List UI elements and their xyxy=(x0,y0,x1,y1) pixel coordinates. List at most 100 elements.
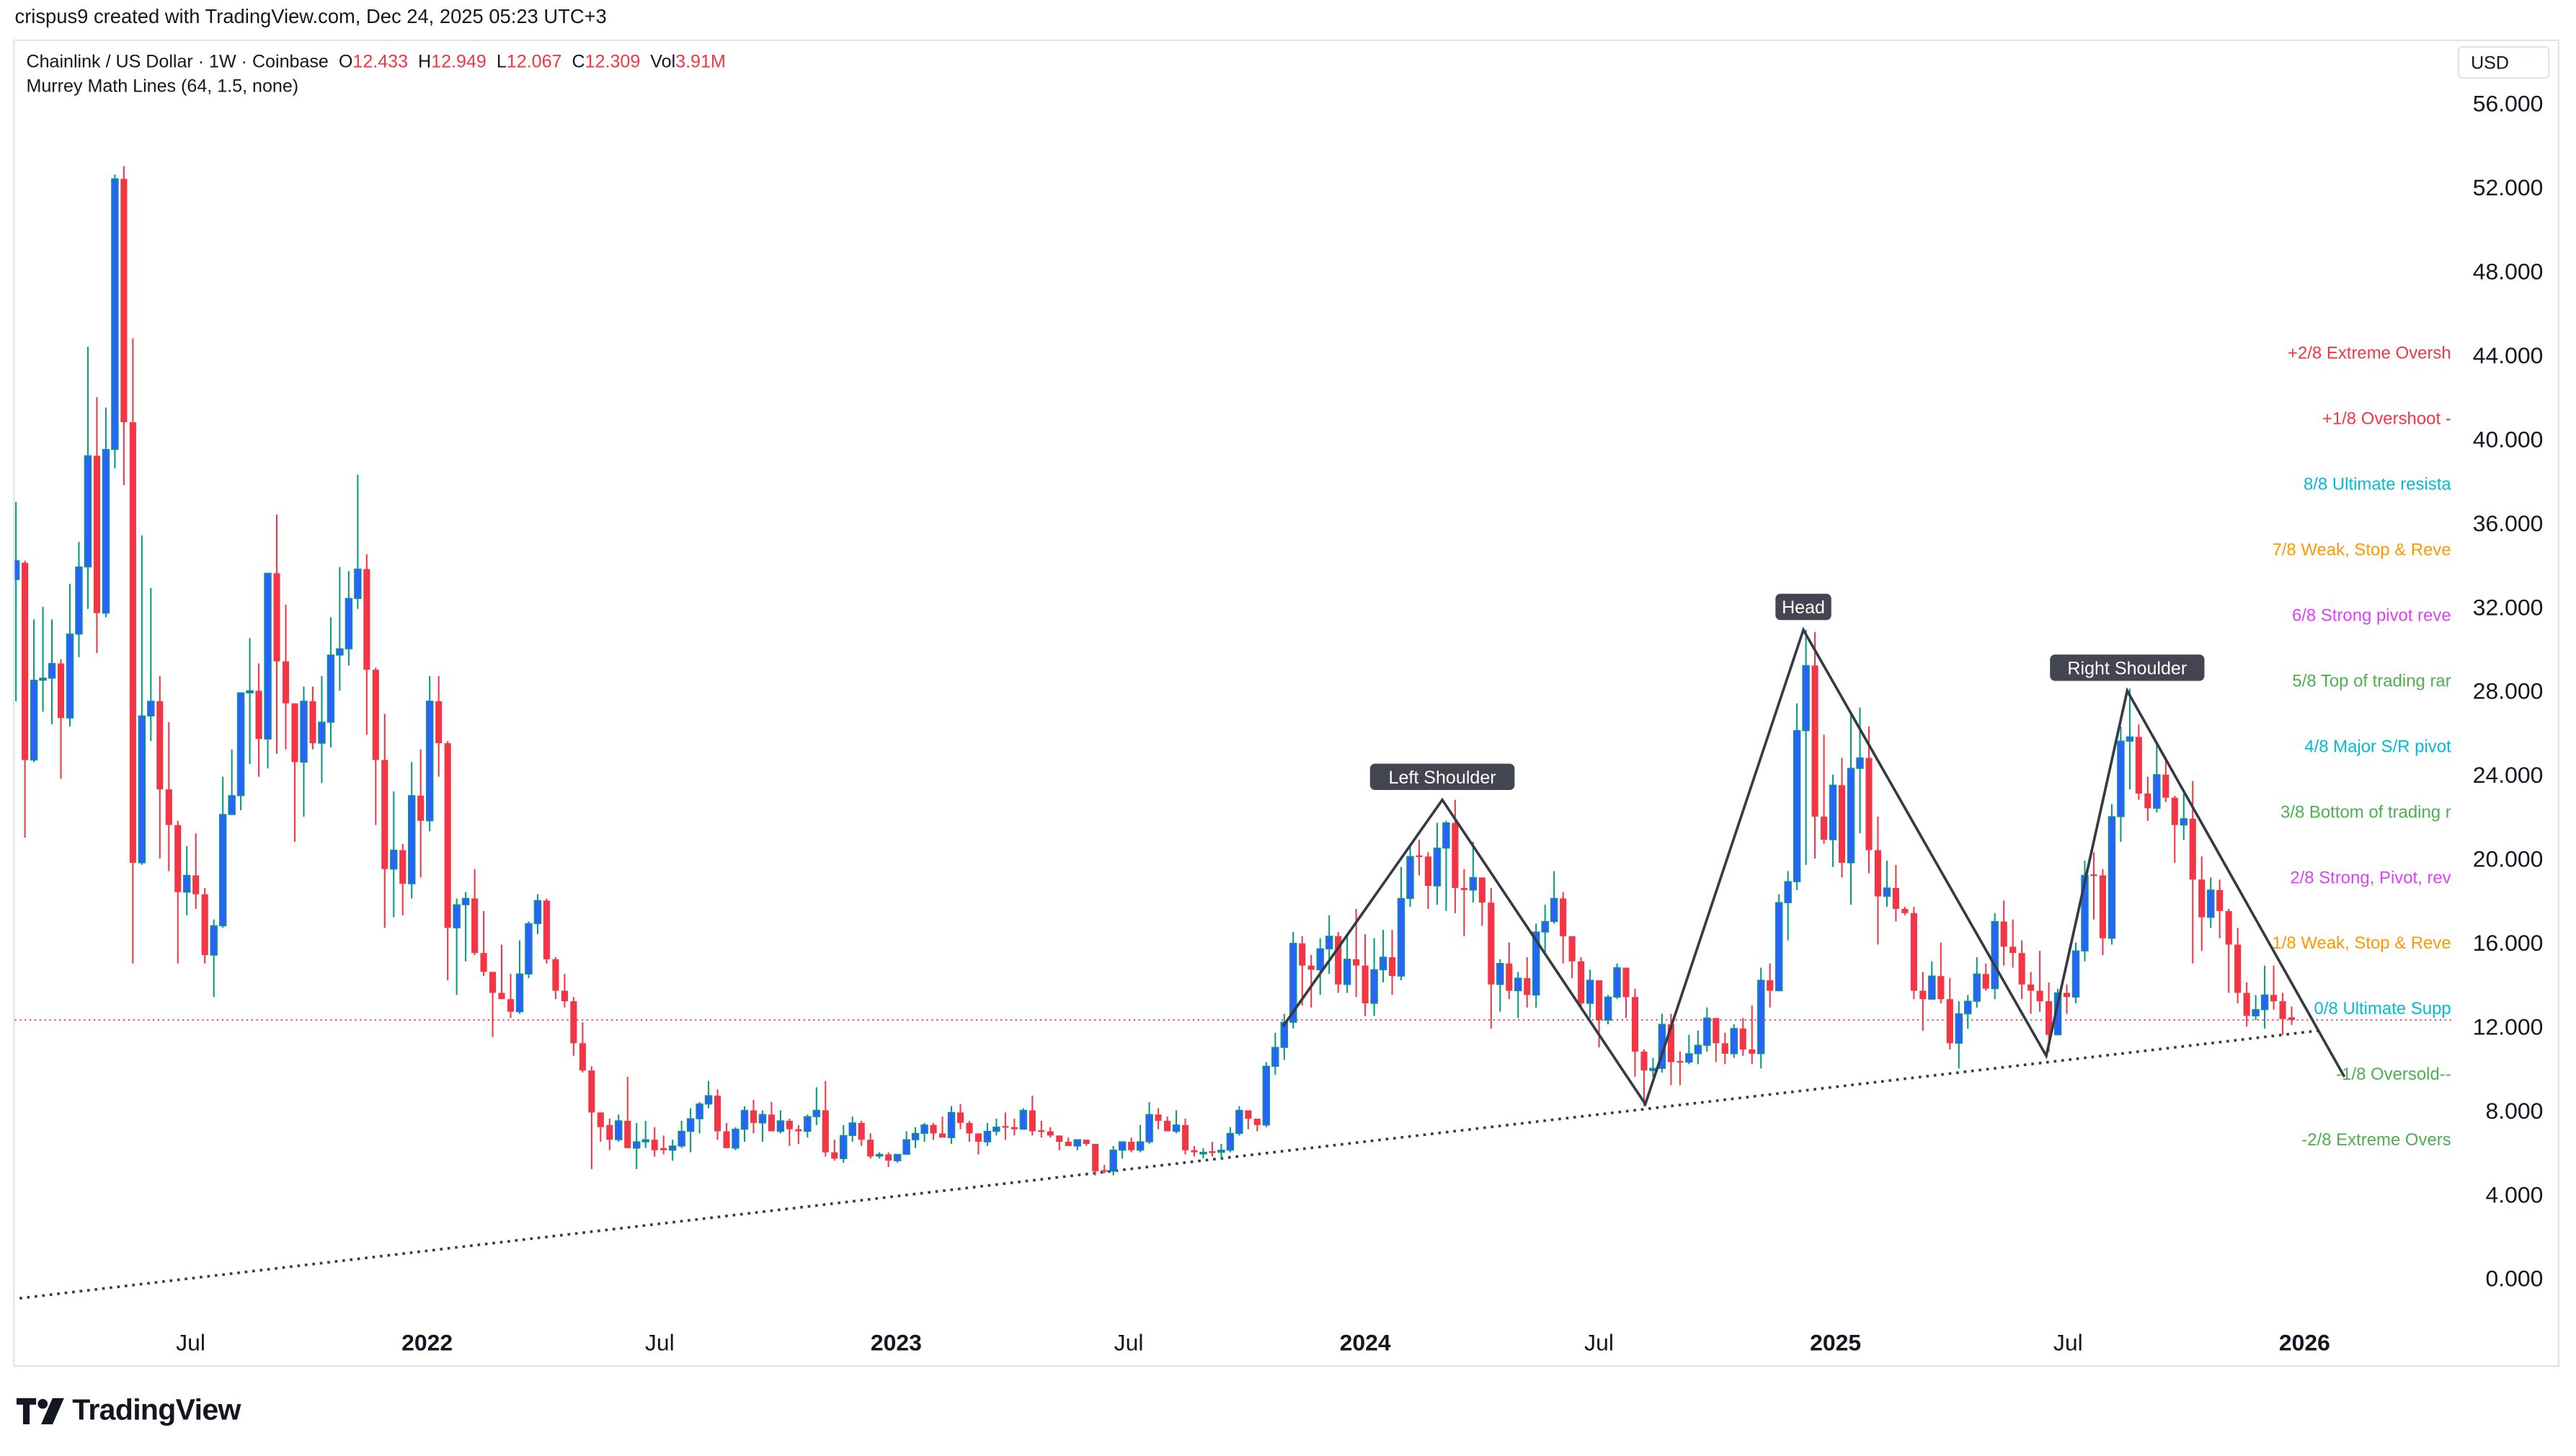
candle-up xyxy=(1316,938,1324,995)
candle-body xyxy=(2071,950,2080,998)
candle-body xyxy=(588,1070,595,1113)
candle-body xyxy=(533,900,542,925)
candle-down xyxy=(2279,993,2286,1035)
candle-down xyxy=(507,974,515,1018)
candle-down xyxy=(1047,1127,1054,1138)
candle-down xyxy=(57,659,65,779)
candle-body xyxy=(1550,897,1558,923)
candle-body xyxy=(507,999,515,1012)
candle-body xyxy=(354,568,362,599)
price-tick-label: 12.000 xyxy=(2473,1013,2544,1039)
candle-up xyxy=(525,921,533,979)
murrey-math-labels: +2/8 Extreme Oversh +1/8 Overshoot - 8/8 U… xyxy=(2272,344,2451,1150)
candle-down xyxy=(1946,978,1953,1050)
candle-down xyxy=(1865,726,1873,874)
candle-body xyxy=(1488,902,1495,985)
candle-body xyxy=(723,1131,730,1148)
tradingview-logo[interactable]: TradingView xyxy=(16,1393,241,1428)
candle-up xyxy=(1172,1110,1181,1134)
symbol-title[interactable]: Chainlink / US Dollar · 1W · Coinbase xyxy=(26,52,329,73)
price-tick-label: 4.000 xyxy=(2486,1181,2544,1207)
candle-down xyxy=(795,1124,802,1145)
candle-body xyxy=(2162,774,2169,798)
candle-up xyxy=(1343,936,1351,993)
candle-body xyxy=(867,1140,874,1157)
candle-down xyxy=(1424,852,1432,910)
candle-down xyxy=(1299,936,1306,1006)
price-tick-label: 8.000 xyxy=(2486,1098,2544,1124)
candle-body xyxy=(1325,936,1333,950)
candle-down xyxy=(2018,940,2025,1000)
candle-body xyxy=(1478,877,1485,903)
candle-down xyxy=(831,1140,838,1161)
indicator-title[interactable]: Murrey Math Lines (64, 1.5, none) xyxy=(26,77,299,97)
candles xyxy=(14,166,2296,1176)
candle-up xyxy=(732,1127,740,1150)
candle-body xyxy=(417,795,425,821)
candle-down xyxy=(1209,1142,1216,1157)
candle-up xyxy=(1217,1144,1225,1159)
candle-body xyxy=(1118,1141,1127,1151)
candle-up xyxy=(1991,913,1999,1000)
candle-down xyxy=(22,560,29,838)
time-axis: Jul 2022 Jul 2023 Jul 2024 Jul 2025 Jul 2026 xyxy=(176,1330,2330,1356)
candle-up xyxy=(1397,866,1405,980)
candle-up xyxy=(812,1087,821,1125)
candle-body xyxy=(93,456,100,613)
candle-body xyxy=(363,569,370,670)
candle-down xyxy=(1919,972,1927,1031)
candle-up xyxy=(1829,774,1837,867)
candle-body xyxy=(129,422,136,863)
candle-body xyxy=(795,1129,802,1132)
candle-body xyxy=(318,722,326,744)
pattern-label: Right Shoulder xyxy=(2050,654,2205,681)
candle-body xyxy=(525,923,533,975)
candle-body xyxy=(1073,1139,1081,1147)
candle-body xyxy=(2171,797,2178,825)
candle-down xyxy=(399,843,407,915)
candle-down xyxy=(282,604,290,750)
candle-up xyxy=(1370,938,1378,1016)
candle-body xyxy=(2180,818,2188,826)
time-tick-label: Jul xyxy=(1114,1330,1144,1356)
candle-down xyxy=(1011,1119,1018,1136)
candle-body xyxy=(2018,953,2025,985)
candle-up xyxy=(1586,969,1594,1018)
candle-down xyxy=(570,997,577,1056)
time-tick-label: Jul xyxy=(1584,1330,1614,1356)
candle-body xyxy=(120,179,128,422)
candle-body xyxy=(758,1114,767,1124)
candle-down xyxy=(1478,877,1485,926)
candle-body xyxy=(2252,1009,2260,1017)
candle-body xyxy=(1217,1150,1225,1153)
candle-down xyxy=(363,554,370,735)
candle-body xyxy=(1083,1140,1090,1145)
candle-up xyxy=(804,1114,812,1138)
candle-body xyxy=(336,648,344,656)
candle-down xyxy=(381,714,388,928)
candle-body xyxy=(1416,855,1423,858)
symbol-row: Chainlink / US Dollar · 1W · Coinbase O1… xyxy=(26,51,725,76)
candle-body xyxy=(704,1095,713,1105)
candle-body xyxy=(624,1120,631,1148)
candle-body xyxy=(875,1153,884,1157)
tradingview-logo-text: TradingView xyxy=(72,1393,241,1426)
currency-button[interactable]: USD xyxy=(2457,45,2550,79)
candle-body xyxy=(1271,1047,1279,1067)
candle-body xyxy=(372,670,379,760)
candle-body xyxy=(345,598,353,649)
candle-body xyxy=(1604,996,1612,1021)
candle-down xyxy=(1578,956,1585,1010)
candle-down xyxy=(1056,1135,1063,1150)
candle-body xyxy=(632,1141,641,1149)
candle-body xyxy=(1703,1017,1711,1046)
price-tick-label: 44.000 xyxy=(2473,342,2544,368)
price-tick-label: 48.000 xyxy=(2473,259,2544,285)
candle-body xyxy=(1452,822,1459,888)
candle-up xyxy=(1019,1108,1028,1130)
candle-body xyxy=(1596,980,1603,1021)
candle-body xyxy=(1343,959,1351,985)
candle-body xyxy=(2009,946,2017,954)
candle-up xyxy=(2252,995,2260,1021)
